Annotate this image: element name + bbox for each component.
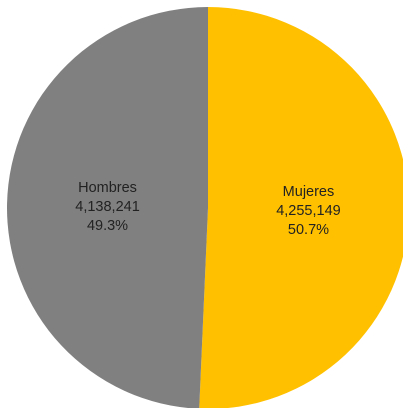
slice-label-name: Hombres [78,180,137,196]
slice-label-value: 4,255,149 [276,203,341,219]
pie-slice-hombres [6,7,208,408]
data-label-hombres: Hombres 4,138,241 49.3% [75,180,140,234]
pie-data-labels: Mujeres 4,255,149 50.7% Hombres 4,138,241 49.… [75,180,340,238]
slice-label-percent: 50.7% [288,222,329,238]
slice-label-value: 4,138,241 [75,199,140,215]
pie-slices [6,7,403,408]
pie-slice-mujeres [199,7,403,408]
data-label-mujeres: Mujeres 4,255,149 50.7% [276,184,341,238]
slice-label-name: Mujeres [283,184,335,200]
slice-label-percent: 49.3% [87,218,128,234]
